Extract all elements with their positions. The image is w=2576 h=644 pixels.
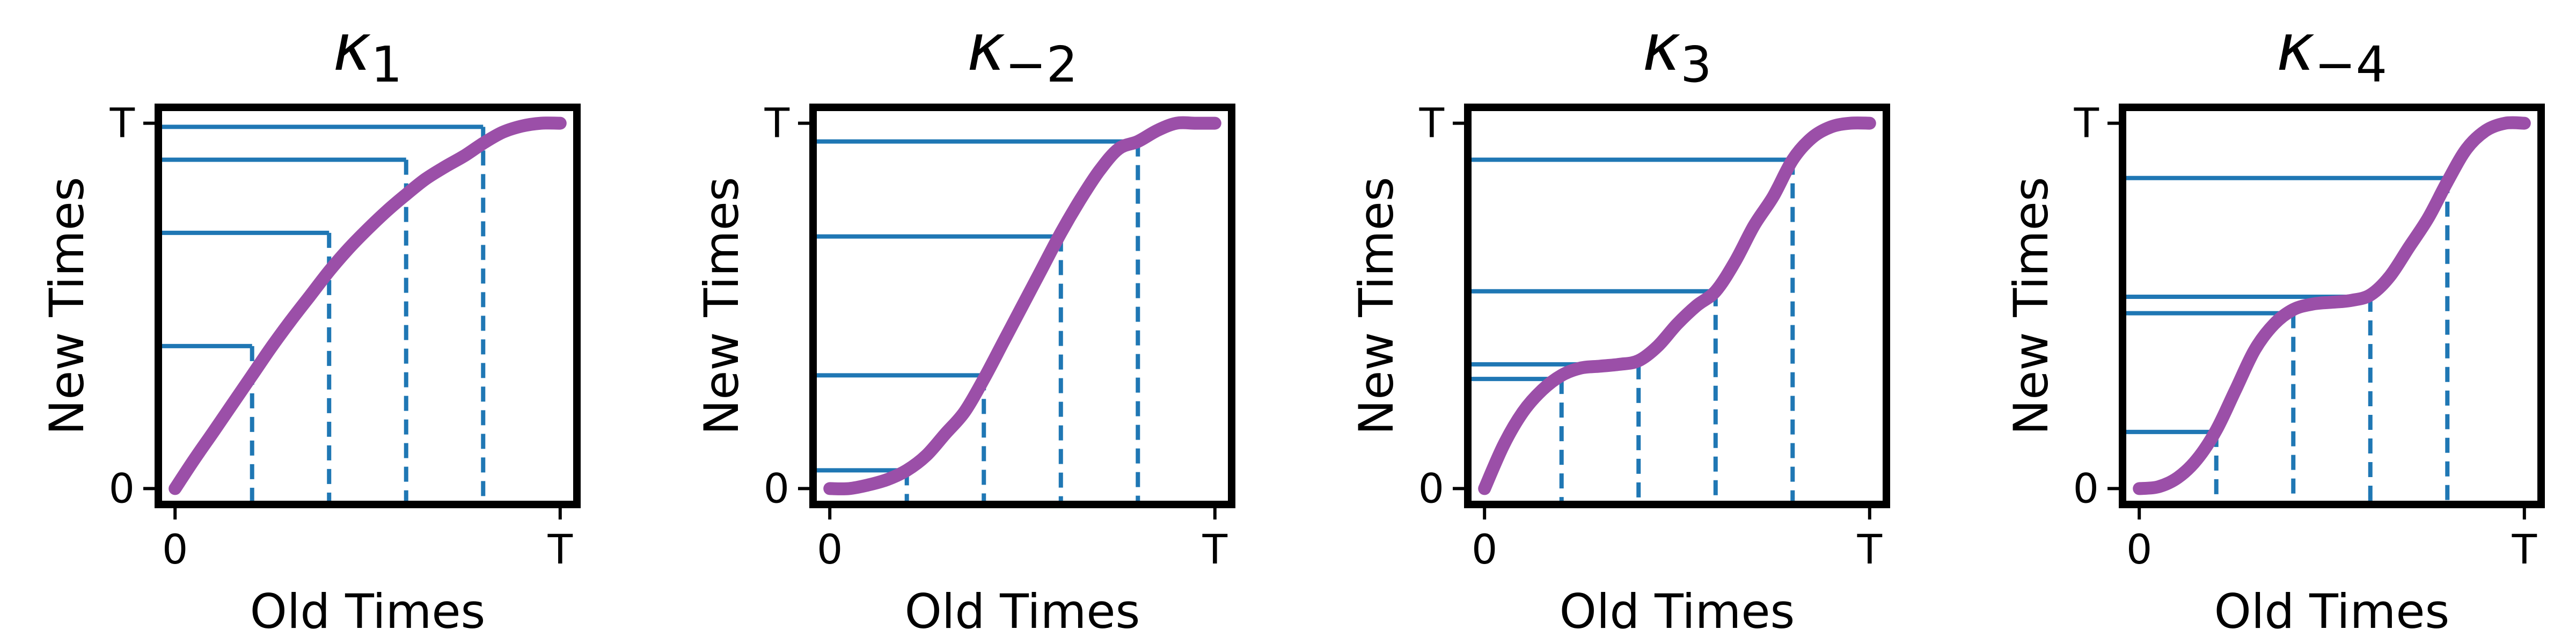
x-tick-label: T: [547, 525, 573, 573]
x-tick-label: T: [1202, 525, 1228, 573]
x-tick-label: T: [2512, 525, 2537, 573]
title-symbol: κ: [2277, 11, 2315, 85]
chart-panel-2: 0 T 0 T Old Times New Times κ−2: [694, 11, 1235, 639]
plot-frame: [155, 104, 581, 508]
title-symbol: κ: [333, 11, 371, 85]
title-subscript: 1: [371, 36, 402, 93]
y-axis-label: New Times: [2003, 177, 2059, 435]
x-axis-label: Old Times: [905, 584, 1140, 639]
chart-title: κ−2: [967, 11, 1078, 93]
x-tick-label: T: [1857, 525, 1883, 573]
chart-title: κ−4: [2277, 11, 2387, 93]
x-axis-label: Old Times: [2214, 584, 2450, 639]
chart-panel-4: 0 T 0 T Old Times New Times κ−4: [2003, 11, 2545, 639]
x-tick-label: 0: [817, 525, 843, 573]
x-tick-label: 0: [1472, 525, 1497, 573]
y-tick-label: 0: [1418, 464, 1444, 512]
plot-frame: [2119, 104, 2545, 508]
title-subscript: 3: [1680, 36, 1712, 93]
y-tick-label: T: [109, 99, 135, 147]
time-warp-curve: [1478, 116, 1876, 495]
title-subscript: −2: [1005, 36, 1078, 93]
title-symbol: κ: [1642, 11, 1680, 85]
x-tick-label: 0: [162, 525, 188, 573]
x-axis-label: Old Times: [1560, 584, 1795, 639]
x-axis-label: Old Times: [250, 584, 486, 639]
chart-title: κ1: [333, 11, 402, 93]
chart-panel-3: 0 T 0 T Old Times New Times κ3: [1349, 11, 1890, 639]
y-tick-label: T: [1419, 99, 1445, 147]
chart-title: κ3: [1642, 11, 1711, 93]
title-symbol: κ: [967, 11, 1005, 85]
time-warp-curve: [169, 116, 567, 495]
y-axis-label: New Times: [694, 177, 749, 435]
x-tick-label: 0: [2126, 525, 2152, 573]
time-warp-curve: [2133, 116, 2531, 495]
plot-frame: [809, 104, 1235, 508]
y-tick-label: 0: [2073, 464, 2099, 512]
y-tick-label: T: [2074, 99, 2099, 147]
chart-panel-1: 0 T 0 T Old Times New Times κ1: [39, 11, 581, 639]
y-axis-label: New Times: [1349, 177, 1404, 435]
y-tick-label: T: [764, 99, 790, 147]
y-axis-label: New Times: [39, 177, 94, 435]
y-tick-label: 0: [109, 464, 135, 512]
time-warp-curve: [823, 116, 1221, 495]
y-tick-label: 0: [764, 464, 789, 512]
title-subscript: −4: [2315, 36, 2388, 93]
plot-frame: [1464, 104, 1890, 508]
